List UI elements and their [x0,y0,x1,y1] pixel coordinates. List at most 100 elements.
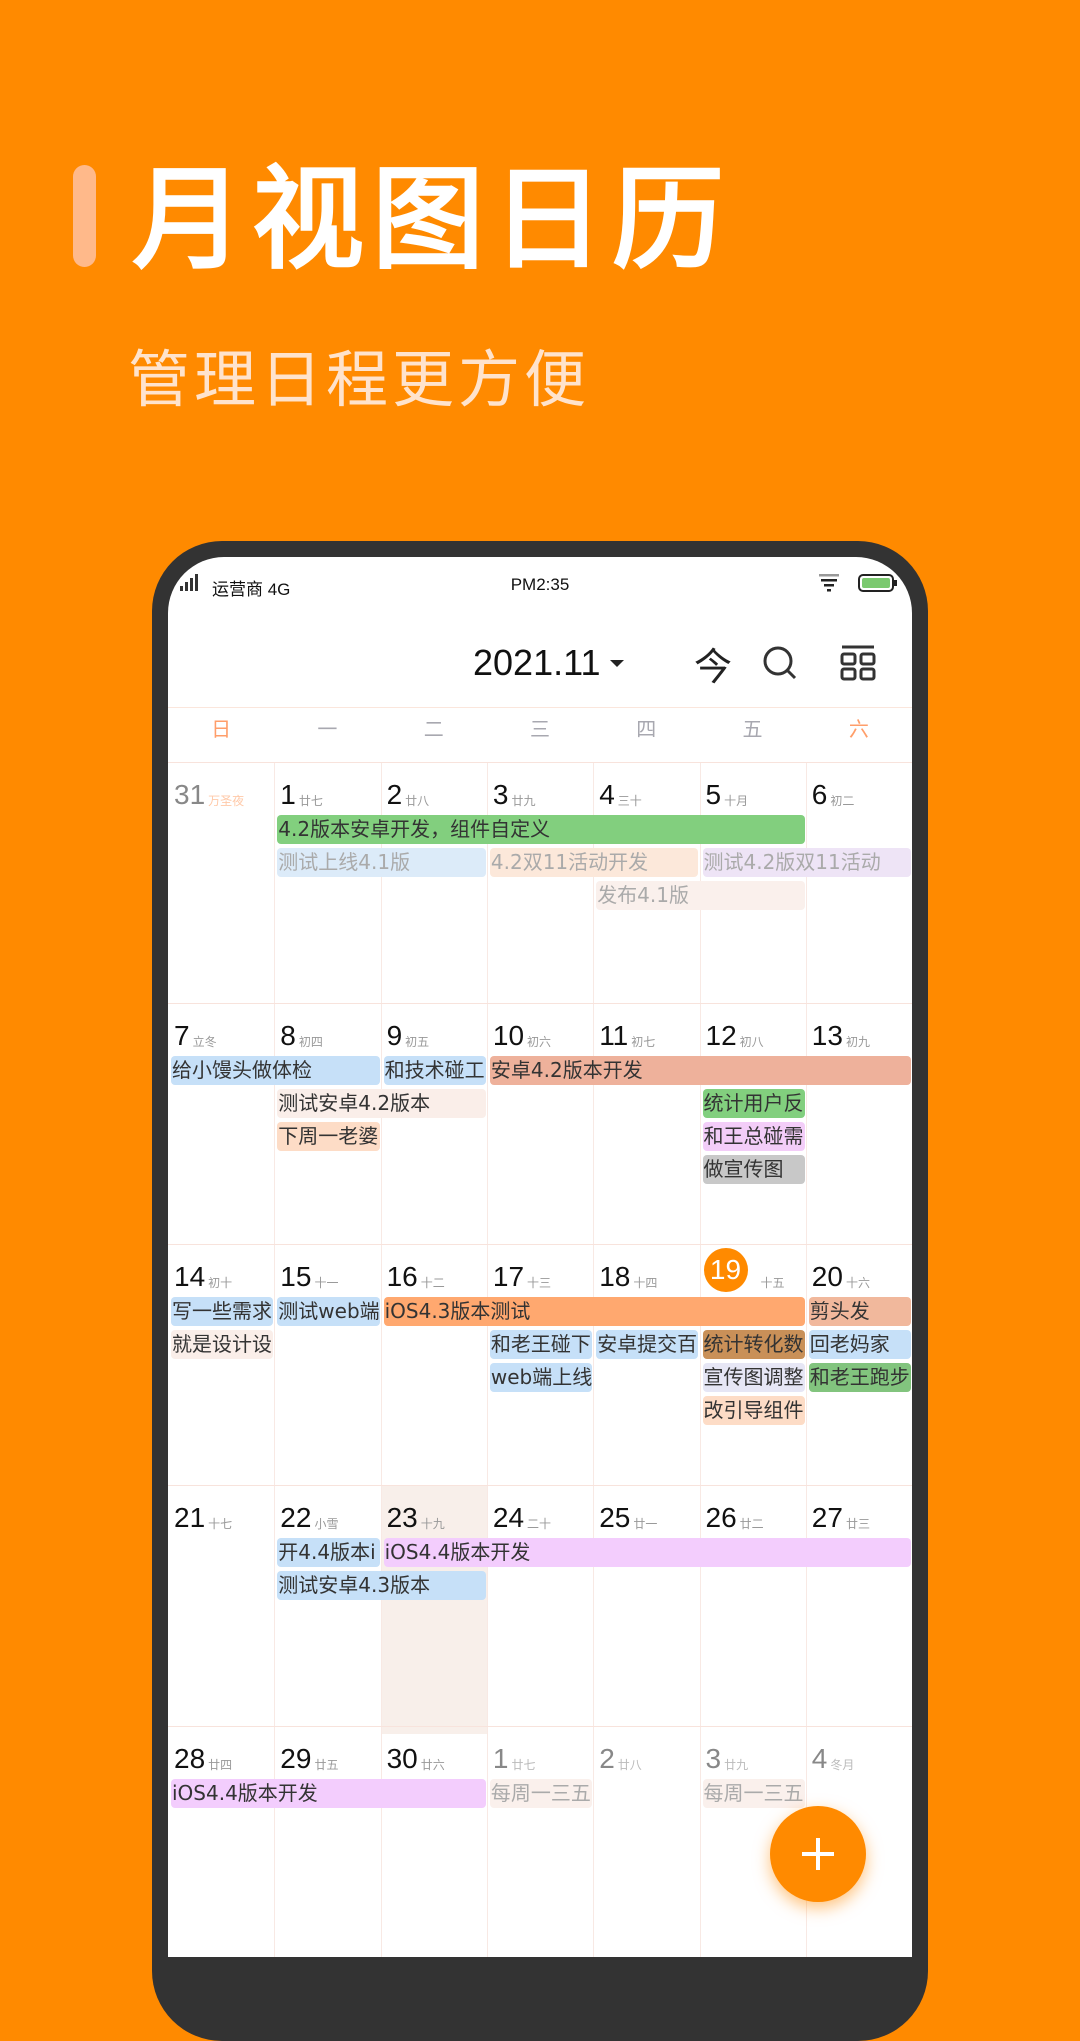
day-cell[interactable]: 5 十月 [706,780,749,810]
day-cell[interactable]: 18 十四 [599,1262,657,1292]
day-cell[interactable]: 4 冬月 [812,1744,855,1774]
event-bar[interactable]: 和技术碰工 [383,1056,486,1085]
event-bar[interactable]: iOS4.4版本开发 [171,1779,486,1808]
day-cell[interactable]: 16 十二 [387,1262,445,1292]
event-bar[interactable]: 测试上线4.1版 [277,848,486,877]
add-event-button[interactable] [770,1806,866,1902]
day-cell[interactable]: 30 廿六 [387,1744,445,1774]
day-cell[interactable]: 4 三十 [599,780,642,810]
lunar-date: 廿九 [724,1758,749,1772]
day-cell[interactable]: 12 初八 [706,1021,764,1051]
day-cell[interactable]: 14 初十 [174,1262,232,1292]
day-cell[interactable]: 6 初二 [812,780,855,810]
event-bar[interactable]: 4.2版本安卓开发，组件自定义 [277,815,805,844]
day-cell[interactable]: 3 廿九 [706,1744,749,1774]
day-number: 16 [386,1261,418,1292]
day-cell[interactable]: 13 初九 [812,1021,870,1051]
search-icon[interactable] [758,641,802,685]
day-cell[interactable]: 23 十九 [387,1503,445,1533]
day-cell[interactable]: 22 小雪 [280,1503,338,1533]
day-number: 31 [174,779,206,810]
day-cell[interactable]: 10 初六 [493,1021,551,1051]
event-bar[interactable]: 下周一老婆 [277,1122,380,1151]
day-cell[interactable]: 11 初七 [599,1021,655,1051]
event-bar[interactable]: 测试4.2版双11活动 [702,848,912,877]
day-cell[interactable]: 29 廿五 [280,1744,338,1774]
day-number: 6 [811,779,828,810]
month-selector[interactable]: 2021.11 [473,642,625,684]
day-cell[interactable]: 20 十六 [812,1262,870,1292]
today-button[interactable]: 今 [693,644,732,689]
event-bar[interactable]: 宣传图调整 [702,1363,805,1392]
event-bar[interactable]: 开4.4版本i [277,1538,380,1567]
day-cell[interactable]: 1 廿七 [493,1744,536,1774]
day-cell[interactable]: 27 廿三 [812,1503,870,1533]
event-bar[interactable]: 发布4.1版 [596,881,805,910]
day-cell[interactable]: 3 廿九 [493,780,536,810]
day-cell[interactable]: 2 廿八 [599,1744,642,1774]
event-bar[interactable]: 和王总碰需 [702,1122,805,1151]
day-cell[interactable]: 8 初四 [280,1021,323,1051]
day-cell[interactable]: 26 廿二 [706,1503,764,1533]
event-bar[interactable]: 统计用户反 [702,1089,805,1118]
lunar-date: 廿七 [511,1758,536,1772]
event-bar[interactable]: iOS4.3版本测试 [383,1297,805,1326]
view-switch-icon[interactable] [836,641,880,685]
lunar-date: 廿五 [314,1758,339,1772]
event-bar[interactable]: 每周一三五 [489,1779,593,1808]
selected-day-highlight [380,1485,487,1734]
day-cell[interactable]: 25 廿一 [599,1503,657,1533]
event-bar[interactable]: 安卓4.2版本开发 [489,1056,912,1085]
event-bar[interactable]: 和老王跑步 [808,1363,912,1392]
event-bar[interactable]: 剪头发 [808,1297,912,1326]
event-bar[interactable]: 测试web端 [277,1297,380,1326]
day-number: 5 [705,779,722,810]
day-number: 30 [386,1743,418,1774]
event-bar[interactable]: iOS4.4版本开发 [383,1538,912,1567]
weekday-header: 日一二三四五六 [168,707,912,747]
event-bar[interactable]: 给小馒头做体检 [171,1056,380,1085]
weekday-label: 一 [317,717,338,741]
day-cell[interactable]: 28 廿四 [174,1744,232,1774]
day-cell[interactable]: 21 十七 [174,1503,232,1533]
weekday-label: 五 [742,717,763,741]
day-number: 3 [492,779,509,810]
day-cell[interactable]: 9 初五 [387,1021,430,1051]
event-bar[interactable]: 改引导组件 [702,1396,805,1425]
event-bar[interactable]: 做宣传图 [702,1155,805,1184]
event-bar[interactable]: 4.2双11活动开发 [489,848,699,877]
lunar-date: 初八 [739,1035,764,1049]
day-number: 11 [599,1020,629,1051]
plus-icon [802,1838,834,1870]
lunar-date: 十二 [420,1276,445,1290]
lunar-date: 初九 [845,1035,870,1049]
event-bar[interactable]: 就是设计设 [171,1330,274,1359]
event-bar[interactable]: 每周一三五 [702,1779,805,1808]
day-cell[interactable]: 15 十一 [280,1262,338,1292]
month-label: 2021.11 [473,642,601,683]
event-bar[interactable]: 测试安卓4.2版本 [277,1089,486,1118]
lunar-date: 小雪 [314,1517,339,1531]
day-number: 21 [174,1502,206,1533]
day-number: 25 [599,1502,631,1533]
event-bar[interactable]: 统计转化数 [702,1330,805,1359]
event-bar[interactable]: 和老王碰下 [489,1330,593,1359]
row-divider [168,1485,912,1486]
day-number: 1 [280,779,296,810]
day-cell[interactable]: 2 廿八 [387,780,430,810]
event-bar[interactable]: web端上线 [489,1363,593,1392]
row-divider [168,1726,912,1727]
day-cell[interactable]: 1 廿七 [280,780,323,810]
status-bar: 运营商 4G PM2:35 [168,557,912,615]
event-bar[interactable]: 回老妈家 [808,1330,912,1359]
event-bar[interactable]: 写一些需求 [171,1297,274,1326]
day-number: 28 [174,1743,206,1774]
day-cell[interactable]: 17 十三 [493,1262,551,1292]
day-cell[interactable]: 24 二十 [493,1503,551,1533]
day-cell[interactable]: 19 十五 [703,1248,785,1292]
event-bar[interactable]: 测试安卓4.3版本 [277,1571,486,1600]
day-cell[interactable]: 31 万圣夜 [174,780,244,810]
day-number: 8 [280,1020,296,1051]
day-cell[interactable]: 7 立冬 [174,1021,217,1051]
event-bar[interactable]: 安卓提交百 [596,1330,699,1359]
